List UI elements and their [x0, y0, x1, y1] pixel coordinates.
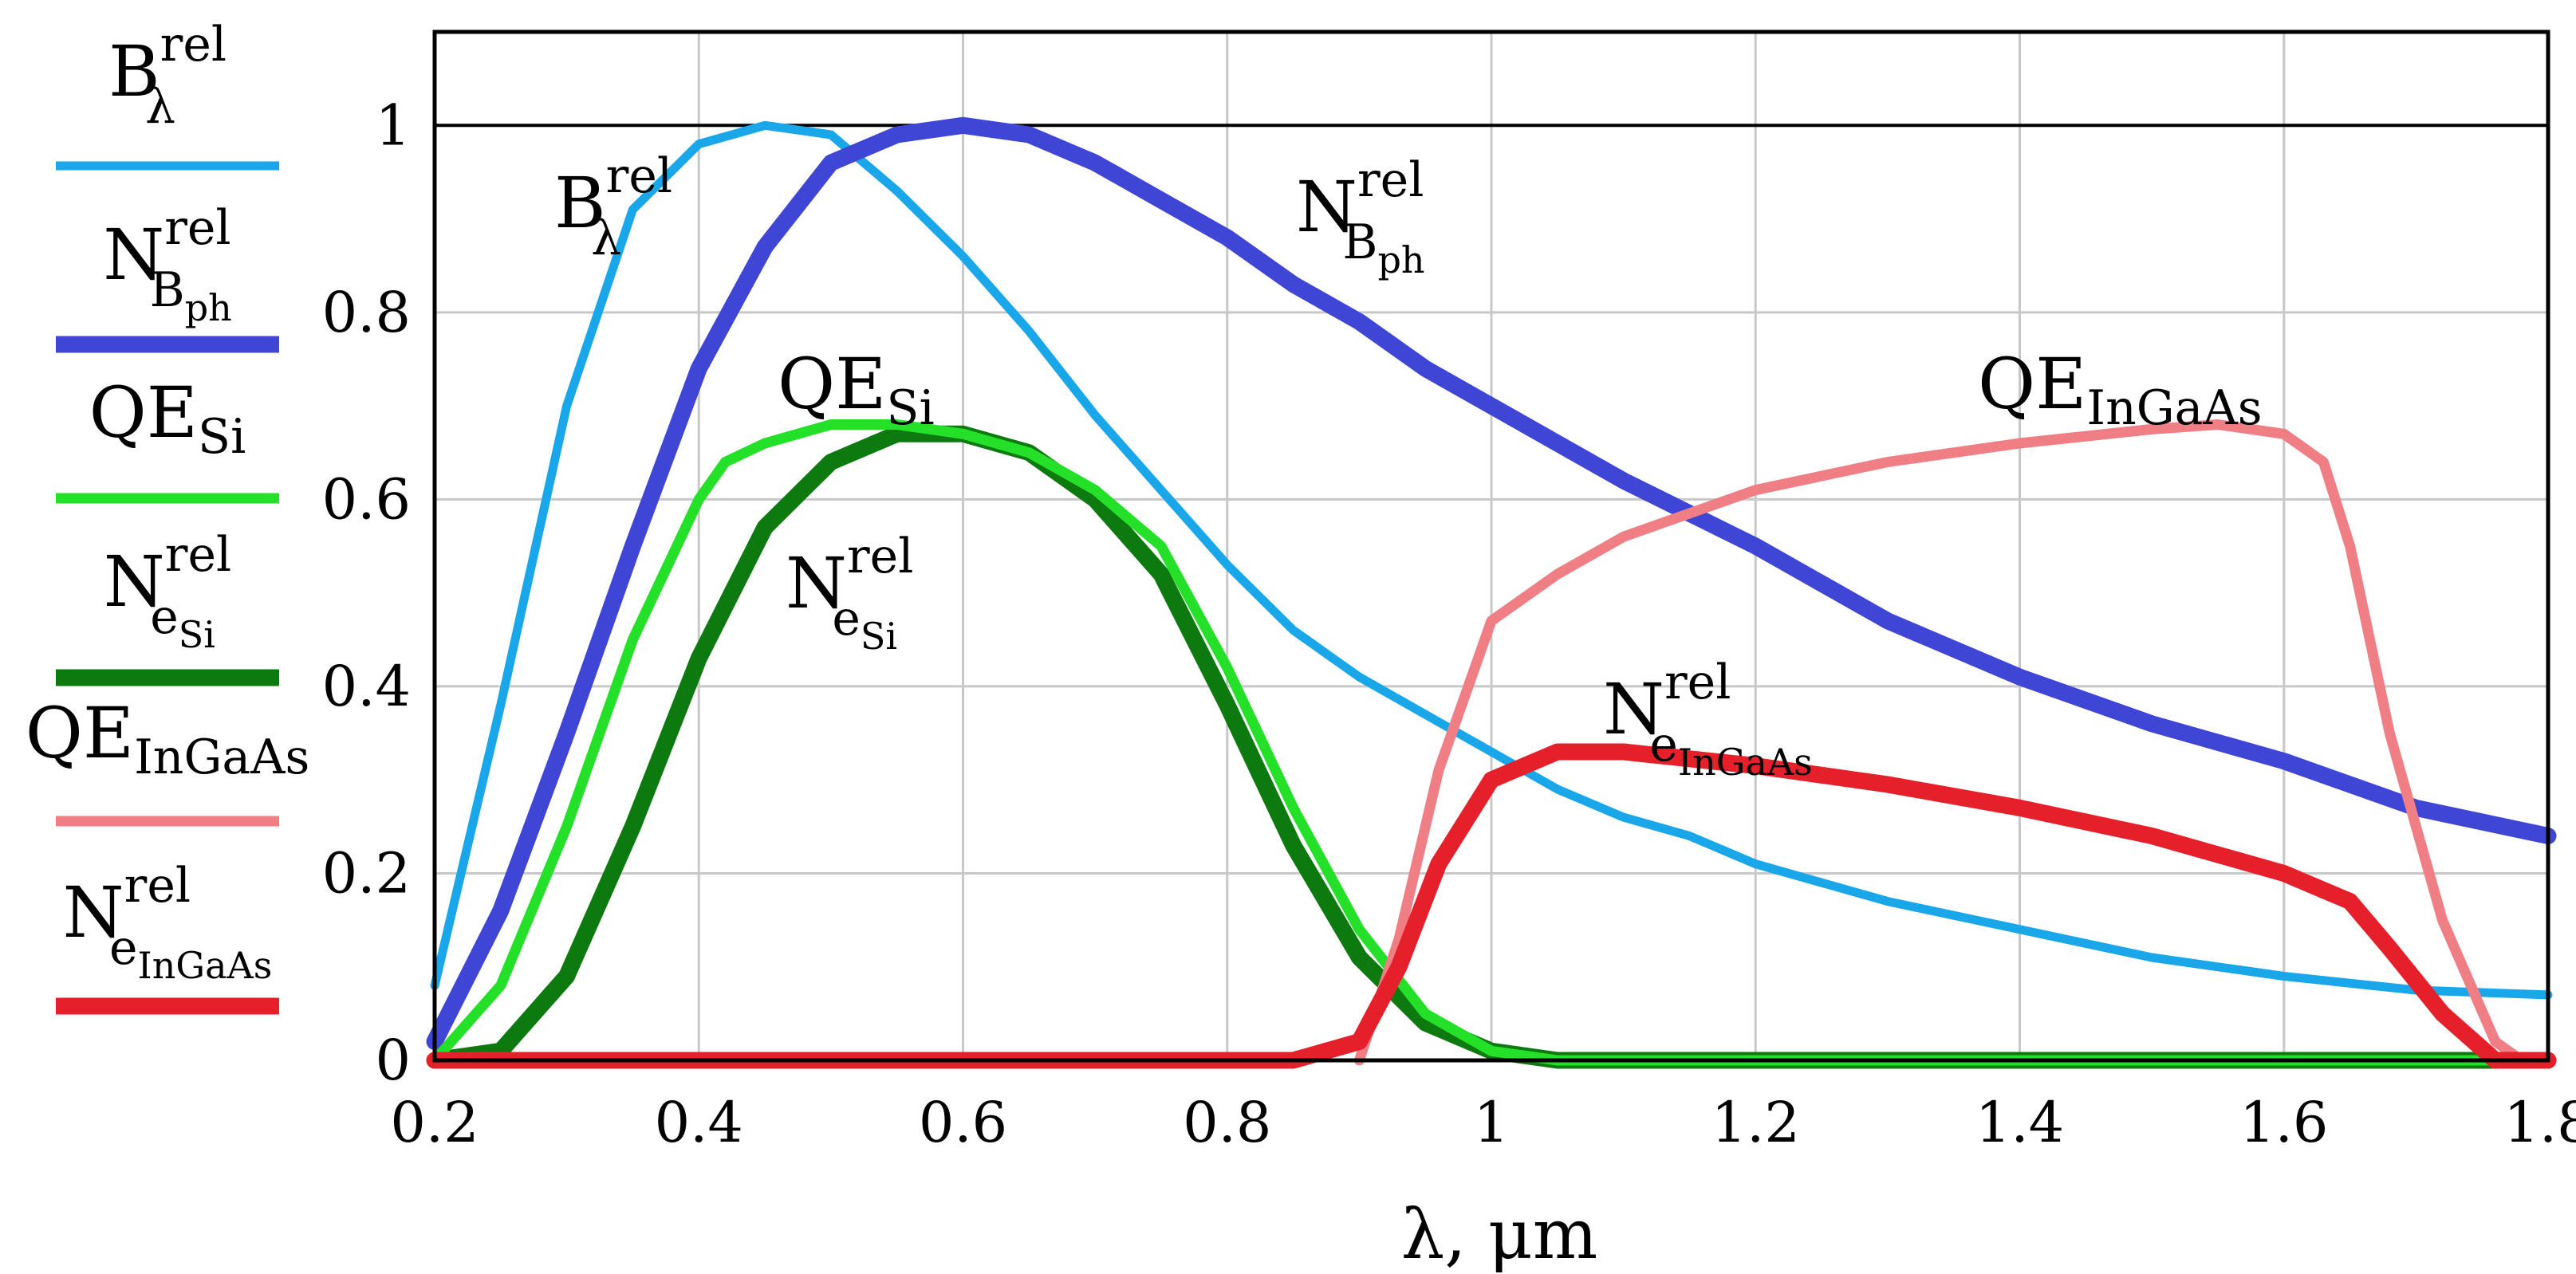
legend-label-QEInGaAs-text: QEInGaAs [26, 692, 310, 785]
annotation-NeSi: Nrel eSi [786, 529, 913, 658]
y-tick-label: 0.6 [322, 466, 411, 532]
label-main: QE [89, 372, 198, 454]
label-main: N [103, 214, 164, 296]
label-main: B [554, 162, 606, 244]
label-superscript: rel [1357, 152, 1424, 208]
label-superscript: rel [164, 200, 230, 256]
series-group [426, 116, 2557, 1069]
label-subscript: InGaAs [2086, 380, 2262, 436]
annotation-B-text: Brel λ [554, 148, 672, 266]
series-line-B [430, 120, 2553, 1000]
label-subscript: λ [591, 210, 621, 266]
y-tick-label: 0.2 [322, 840, 411, 906]
legend-label-B: Brel λ [108, 17, 226, 135]
x-tick-label: 0.6 [919, 1090, 1007, 1155]
annotation-QEInGaAs-text: QEInGaAs [1978, 343, 2263, 436]
y-tick-label: 1 [375, 92, 411, 158]
y-tick-labels: 0 0.2 0.4 0.6 0.8 1 [322, 92, 411, 1093]
label-main: QE [1978, 343, 2086, 425]
label-main: QE [26, 692, 134, 774]
x-tick-label: 1.8 [2503, 1090, 2576, 1155]
y-tick-label: 0.4 [322, 654, 411, 719]
label-superscript: rel [165, 527, 231, 583]
label-subscript: Si [886, 380, 934, 436]
legend-label-Nph: Nrel Bph [103, 200, 232, 329]
label-subscript: e [109, 920, 138, 976]
legend-label-Nph-text: Nrel Bph [103, 200, 232, 329]
series-line-QESi [429, 419, 2554, 1066]
annotation-Nph-text: Nrel Bph [1296, 152, 1425, 281]
legend-label-NeInGaAs: Nrel eInGaAs [63, 858, 273, 987]
label-superscript: rel [847, 529, 913, 584]
legend-label-NeInGaAs-text: Nrel eInGaAs [63, 858, 273, 987]
annotation-Nph: Nrel Bph [1296, 152, 1425, 281]
x-tick-label: 1 [1474, 1090, 1510, 1155]
label-subscript: λ [145, 79, 175, 135]
annotation-QEInGaAs: QEInGaAs [1978, 343, 2263, 436]
label-superscript: rel [124, 858, 191, 914]
label-subscript: B [1342, 214, 1377, 270]
annotation-QESi-text: QESi [778, 343, 935, 436]
label-subscript-2: ph [1377, 238, 1424, 281]
x-tick-label: 1.2 [1711, 1090, 1800, 1155]
x-tick-label: 0.4 [655, 1090, 743, 1155]
label-main: B [108, 30, 160, 112]
y-tick-label: 0 [375, 1028, 411, 1093]
x-axis-label: λ, μm [1401, 1195, 1598, 1274]
label-subscript-2: Si [861, 615, 897, 658]
legend-label-QEInGaAs: QEInGaAs [26, 692, 310, 785]
label-subscript: e [150, 589, 179, 645]
label-subscript: Si [198, 409, 246, 465]
label-subscript: B [150, 262, 185, 318]
plot-frame [432, 29, 2550, 1063]
label-subscript-2: Si [179, 613, 215, 656]
label-subscript: InGaAs [134, 729, 309, 785]
label-main: QE [778, 343, 886, 425]
x-tick-labels: 0.2 0.4 0.6 0.8 1 1.2 1.4 1.6 1.8 [390, 1090, 2576, 1155]
label-main: N [1603, 668, 1664, 750]
series-line-Nph [426, 116, 2557, 1050]
annotation-NeSi-text: Nrel eSi [786, 529, 913, 658]
legend-label-QESi: QESi [89, 372, 246, 465]
x-tick-label: 0.2 [390, 1090, 479, 1155]
label-superscript: rel [160, 17, 226, 73]
annotation-B: Brel λ [554, 148, 672, 266]
annotation-NeInGaAs-text: Nrel eInGaAs [1603, 655, 1813, 784]
series-line-QEInGaAs [1353, 419, 2527, 1066]
label-superscript: rel [606, 148, 672, 204]
label-subscript-2: InGaAs [138, 944, 273, 987]
x-tick-label: 1.4 [1975, 1090, 2064, 1155]
y-tick-label: 0.8 [322, 280, 411, 345]
series-line-NeInGaAs [426, 743, 2557, 1069]
legend-label-NeSi-text: Nrel eSi [104, 527, 231, 656]
label-main: N [63, 871, 124, 954]
legend-label-B-text: Brel λ [108, 17, 226, 135]
label-main: N [786, 542, 847, 624]
label-subscript: e [832, 591, 861, 647]
label-main: N [1296, 166, 1357, 248]
label-subscript-2: InGaAs [1678, 741, 1813, 784]
x-tick-label: 0.8 [1183, 1090, 1271, 1155]
annotation-QESi: QESi [778, 343, 935, 436]
label-subscript: e [1649, 717, 1678, 773]
label-subscript-2: ph [185, 286, 232, 329]
legend-label-NeSi: Nrel eSi [104, 527, 231, 656]
annotation-NeInGaAs: Nrel eInGaAs [1603, 655, 1813, 784]
legend-label-QESi-text: QESi [89, 372, 246, 465]
label-superscript: rel [1664, 655, 1731, 710]
x-tick-label: 1.6 [2239, 1090, 2328, 1155]
label-main: N [104, 541, 165, 623]
